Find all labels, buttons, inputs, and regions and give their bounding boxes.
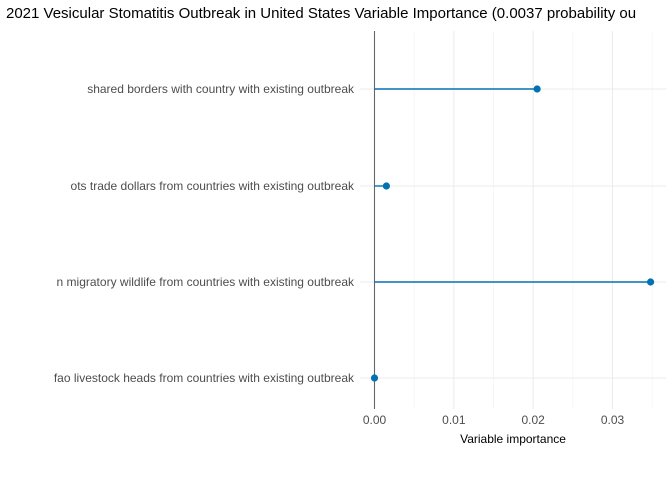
x-tick-label: 0.00 — [363, 413, 387, 427]
lollipop-point — [382, 182, 390, 190]
grid-layer — [360, 31, 666, 409]
labels-layer: shared borders with country with existin… — [54, 82, 625, 427]
x-tick-label: 0.03 — [601, 413, 625, 427]
x-tick-label: 0.01 — [442, 413, 466, 427]
y-tick-label: fao livestock heads from countries with … — [54, 371, 355, 385]
lollipop-point — [533, 85, 541, 93]
x-tick-label: 0.02 — [521, 413, 545, 427]
lollipop-point — [370, 374, 379, 382]
lollipop-point — [646, 278, 655, 286]
chart-title: 2021 Vesicular Stomatitis Outbreak in Un… — [6, 5, 636, 22]
marks-layer — [370, 31, 655, 409]
y-tick-label: shared borders with country with existin… — [87, 82, 355, 96]
x-axis-title: Variable importance — [460, 432, 566, 446]
y-tick-label: n migratory wildlife from countries with… — [57, 275, 355, 289]
y-tick-label: ots trade dollars from countries with ex… — [71, 179, 355, 193]
